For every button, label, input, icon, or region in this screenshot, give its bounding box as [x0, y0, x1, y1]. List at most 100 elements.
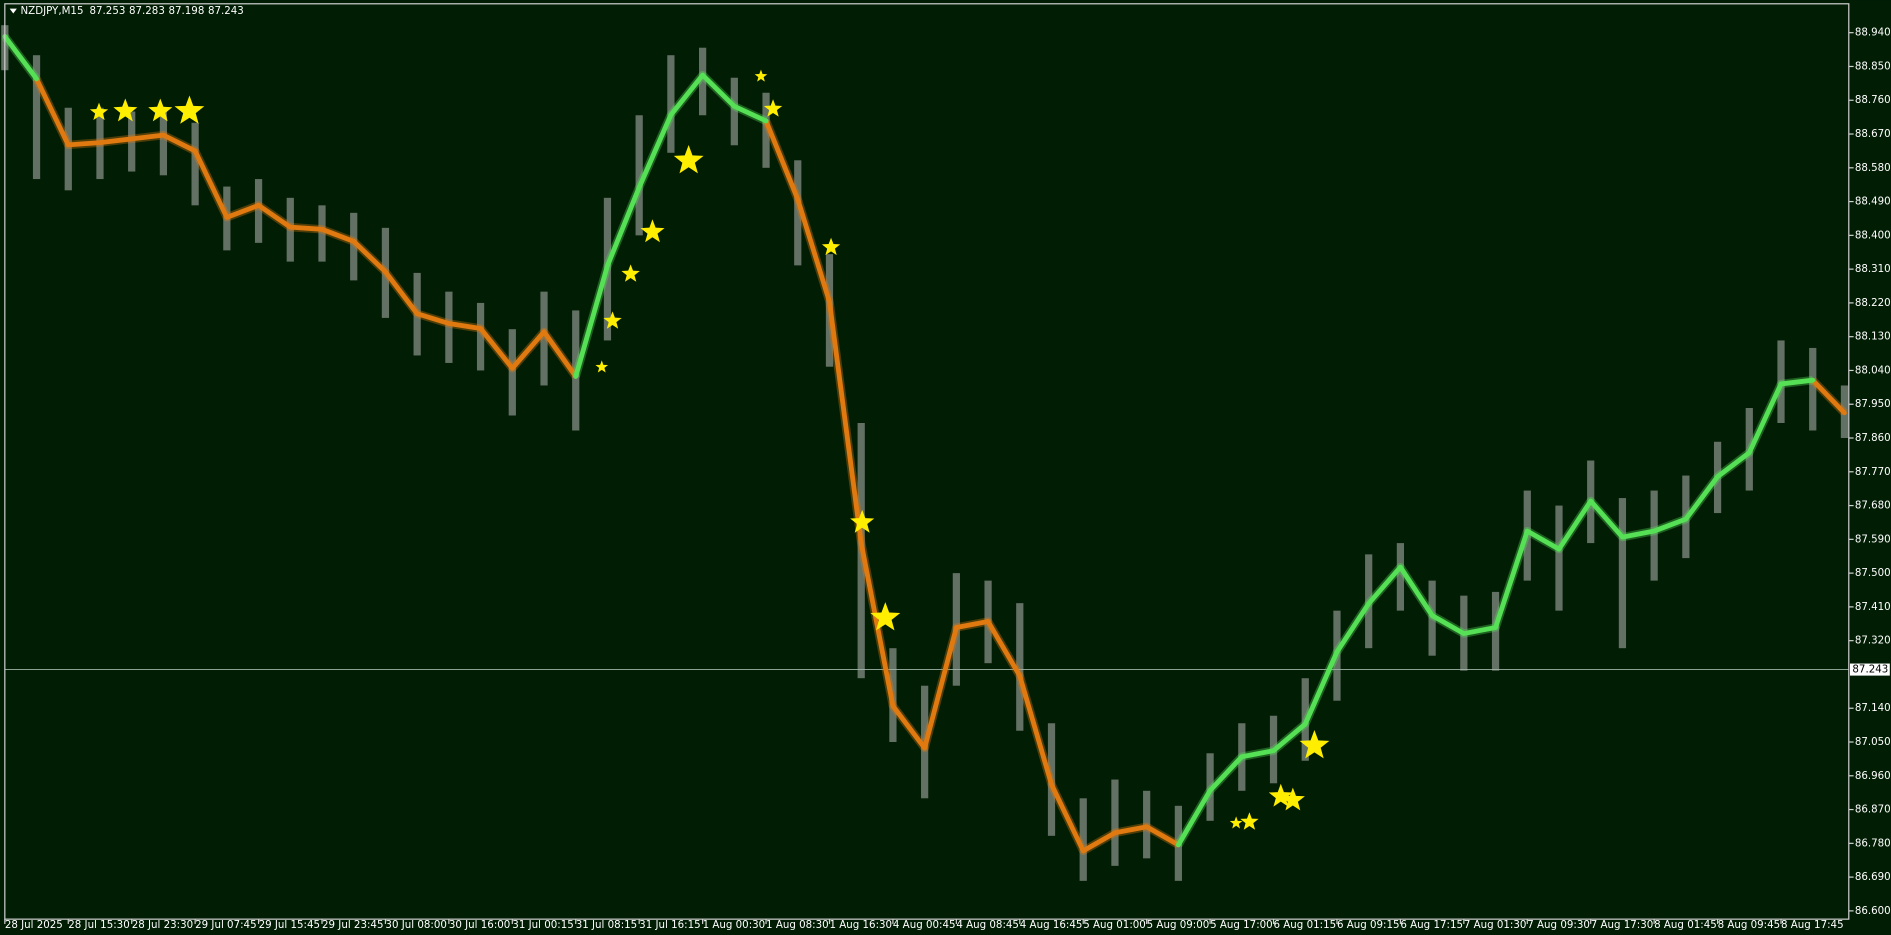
signal-star — [1240, 812, 1259, 830]
y-tick-label: 86.870 — [1855, 804, 1891, 816]
price-bar — [476, 302, 485, 371]
price-bar — [191, 122, 199, 206]
signal-star — [821, 237, 841, 256]
x-tick-label: 28 Jul 2025 — [5, 919, 63, 931]
y-tick-label: 86.690 — [1855, 871, 1891, 883]
price-bar — [508, 329, 516, 416]
price-bar — [540, 291, 548, 386]
y-tick-label: 88.130 — [1855, 331, 1891, 343]
y-tick-label: 88.760 — [1855, 94, 1891, 106]
current-price-box — [1849, 663, 1890, 676]
x-tick-label: 6 Aug 09:15 — [1337, 919, 1400, 931]
x-tick-label: 4 Aug 08:45 — [956, 919, 1019, 931]
x-tick-label: 30 Jul 08:00 — [385, 919, 446, 931]
price-bar — [1618, 498, 1627, 649]
price-bar — [318, 205, 326, 262]
price-bar — [1650, 490, 1658, 581]
price-bar — [64, 107, 72, 191]
signal-star — [89, 102, 109, 121]
menu-arrow[interactable] — [9, 8, 17, 14]
signal-star — [640, 219, 665, 243]
y-tick-label: 88.220 — [1855, 297, 1891, 309]
y-tick-label: 87.500 — [1855, 567, 1891, 579]
x-tick-label: 31 Jul 00:15 — [512, 919, 573, 931]
x-tick-label: 1 Aug 16:30 — [829, 919, 892, 931]
signal-star — [621, 264, 640, 282]
x-tick-label: 8 Aug 17:45 — [1781, 919, 1844, 931]
x-tick-label: 6 Aug 01:15 — [1274, 919, 1337, 931]
signal-star — [148, 98, 173, 122]
y-tick-label: 88.400 — [1855, 229, 1891, 241]
x-tick-label: 28 Jul 23:30 — [132, 919, 193, 931]
y-tick-label: 86.780 — [1855, 837, 1891, 849]
y-tick-label: 88.040 — [1855, 364, 1891, 376]
y-tick-label: 87.950 — [1855, 398, 1891, 410]
high: 87.283 — [129, 5, 165, 17]
y-tick-label: 87.140 — [1855, 702, 1891, 714]
price-bar — [1016, 603, 1024, 731]
y-tick-label: 88.670 — [1855, 128, 1891, 140]
y-tick-label: 87.860 — [1855, 432, 1891, 444]
price-bar — [667, 55, 675, 153]
price-bar — [350, 212, 358, 281]
signal-star — [595, 360, 609, 373]
y-tick-label: 88.490 — [1855, 196, 1891, 208]
x-tick-label: 31 Jul 08:15 — [576, 919, 637, 931]
y-tick-label: 87.770 — [1855, 466, 1891, 478]
signal-star — [870, 602, 901, 631]
ma-line — [2, 34, 1816, 848]
y-tick-label: 87.680 — [1855, 500, 1891, 512]
signal-star — [763, 99, 783, 117]
x-tick-label: 7 Aug 17:30 — [1591, 919, 1654, 931]
x-tick-label: 29 Jul 07:45 — [195, 919, 256, 931]
x-tick-label: 8 Aug 01:45 — [1654, 919, 1717, 931]
x-tick-label: 7 Aug 09:30 — [1527, 919, 1590, 931]
open: 87.253 — [90, 5, 126, 17]
price-bar — [128, 111, 136, 172]
x-tick-label: 29 Jul 15:45 — [259, 919, 320, 931]
x-tick-label: 30 Jul 16:00 — [449, 919, 510, 931]
signal-star — [1229, 816, 1243, 829]
price-bar — [1111, 779, 1119, 866]
x-tick-label: 4 Aug 16:45 — [1020, 919, 1083, 931]
x-tick-label: 4 Aug 00:45 — [893, 919, 956, 931]
y-tick-label: 86.600 — [1855, 905, 1891, 917]
y-tick-label: 87.410 — [1855, 601, 1891, 613]
plot-area — [1, 25, 1849, 881]
price-bar — [635, 115, 643, 236]
signal-star — [113, 98, 138, 122]
price-bar — [698, 47, 707, 116]
chart-header: NZDJPY,M15 87.253 87.283 87.198 87.243 — [21, 5, 244, 17]
y-tick-label: 87.320 — [1855, 635, 1891, 647]
y-tick-label: 88.310 — [1855, 263, 1891, 275]
close: 87.243 — [208, 5, 244, 17]
signal-star — [1280, 787, 1305, 811]
price-bar — [1555, 505, 1563, 611]
signal-star — [850, 509, 875, 533]
price-bar — [730, 77, 738, 146]
x-tick-label: 1 Aug 08:30 — [766, 919, 829, 931]
plot-frame — [4, 3, 1850, 920]
price-bar — [159, 107, 168, 176]
price-bar — [1079, 798, 1087, 881]
y-tick-label: 87.590 — [1855, 533, 1891, 545]
price-bar — [1491, 591, 1500, 671]
signal-star — [673, 145, 704, 174]
x-tick-label: 7 Aug 01:30 — [1464, 919, 1527, 931]
x-tick-label: 6 Aug 17:15 — [1400, 919, 1463, 931]
low: 87.198 — [168, 5, 204, 17]
price-bar — [762, 92, 770, 168]
signal-star — [754, 69, 768, 82]
x-tick-label: 5 Aug 01:00 — [1083, 919, 1146, 931]
y-tick-label: 88.940 — [1855, 27, 1891, 39]
symbol: NZDJPY,M15 — [21, 5, 84, 17]
price-bar — [794, 160, 802, 266]
y-tick-label: 88.850 — [1855, 60, 1891, 72]
x-tick-label: 5 Aug 09:00 — [1147, 919, 1210, 931]
x-tick-label: 29 Jul 23:45 — [322, 919, 383, 931]
signal-star — [174, 95, 205, 124]
price-bar — [445, 291, 453, 363]
